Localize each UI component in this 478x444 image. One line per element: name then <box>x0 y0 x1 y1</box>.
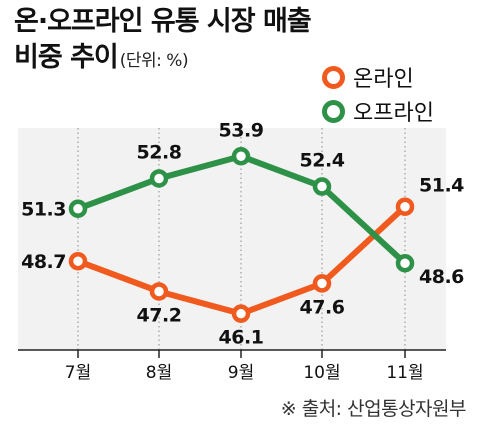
point-offline-2 <box>149 169 169 188</box>
x-tick-label-5: 11월 <box>386 363 423 383</box>
legend-marker-offline <box>322 99 345 123</box>
data-label-online-4: 47.6 <box>300 296 345 318</box>
data-label-offline-3: 53.9 <box>219 119 264 141</box>
point-offline-5 <box>395 253 415 273</box>
chart-title: 온·오프라인 유통 시장 매출 비중 추이 (단위: %) <box>14 4 312 79</box>
legend-label-offline: 오프라인 <box>353 101 434 126</box>
x-tick-label-3: 9월 <box>228 363 254 383</box>
unit-label: (단위: %) <box>119 51 189 71</box>
x-tick-label-2: 8월 <box>146 363 172 383</box>
legend-marker-online <box>322 65 345 89</box>
legend-item-online: 온라인 <box>322 60 434 94</box>
title-line-2: 비중 추이 (단위: %) <box>14 40 311 79</box>
x-tick-label-4: 10월 <box>303 363 340 383</box>
data-label-offline-4: 52.4 <box>300 150 345 172</box>
point-online-1 <box>68 251 88 271</box>
title-line-2-text: 비중 추이 <box>14 42 119 73</box>
x-tick-label-1: 7월 <box>65 363 91 383</box>
point-online-3 <box>231 304 251 323</box>
data-label-offline-5: 48.6 <box>419 266 464 288</box>
data-label-online-5: 51.4 <box>419 175 464 197</box>
source-note: ※ 출처: 산업통상자원부 <box>280 398 467 420</box>
point-offline-1 <box>68 199 88 218</box>
data-label-offline-1: 51.3 <box>21 199 66 221</box>
point-offline-4 <box>312 177 332 196</box>
title-line-1: 온·오프라인 유통 시장 매출 <box>14 6 312 37</box>
point-online-4 <box>312 274 332 293</box>
legend-label-online: 온라인 <box>353 67 414 92</box>
legend: 온라인 오프라인 <box>322 60 434 128</box>
data-label-online-3: 46.1 <box>219 327 264 349</box>
point-online-5 <box>395 197 415 216</box>
legend-item-offline: 오프라인 <box>322 94 434 128</box>
point-offline-3 <box>231 147 251 166</box>
data-label-online-1: 48.7 <box>21 251 66 273</box>
data-label-offline-2: 52.8 <box>137 141 182 163</box>
point-online-2 <box>149 282 169 301</box>
data-label-online-2: 47.2 <box>137 304 182 326</box>
